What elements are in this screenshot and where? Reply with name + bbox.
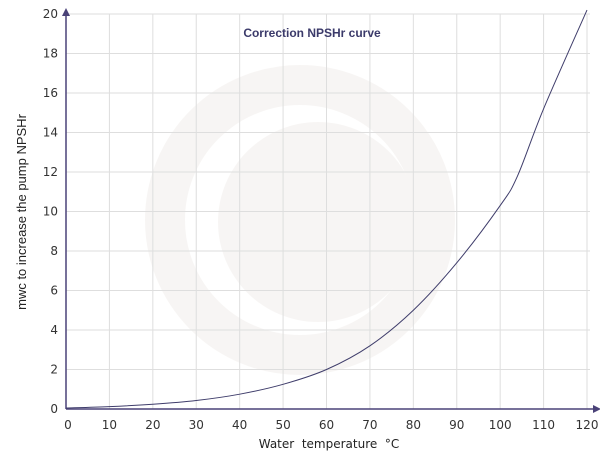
- x-tick-label: 100: [489, 418, 512, 432]
- x-axis-label: Water temperature °C: [259, 437, 400, 451]
- x-axis-arrow-icon: [593, 405, 600, 413]
- y-tick-label: 6: [50, 284, 58, 298]
- x-tick-label: 50: [275, 418, 290, 432]
- y-tick-label: 18: [43, 47, 58, 61]
- x-tick-label: 80: [406, 418, 421, 432]
- y-axis-label: mwc to increase the pump NPSHr: [14, 113, 29, 309]
- y-tick-label: 4: [50, 323, 58, 337]
- x-tick-label: 10: [102, 418, 117, 432]
- watermark-logo: [145, 65, 455, 375]
- x-tick-label: 0: [64, 418, 72, 432]
- x-tick-label: 70: [362, 418, 377, 432]
- y-tick-label: 2: [50, 363, 58, 377]
- x-tick-label: 30: [189, 418, 204, 432]
- chart-title: Correction NPSHr curve: [243, 26, 381, 40]
- npshr-curve-line: [65, 9, 588, 409]
- x-tick-label: 110: [532, 418, 555, 432]
- x-tick-label: 40: [232, 418, 247, 432]
- y-tick-label: 8: [50, 244, 58, 258]
- y-tick-label: 16: [43, 86, 58, 100]
- x-tick-label: 120: [576, 418, 599, 432]
- x-tick-label: 90: [449, 418, 464, 432]
- y-tick-label: 20: [43, 7, 58, 21]
- y-axis-arrow-icon: [62, 8, 70, 16]
- x-tick-label: 60: [319, 418, 334, 432]
- x-tick-label: 20: [145, 418, 160, 432]
- y-tick-label: 12: [43, 165, 58, 179]
- y-tick-label: 0: [50, 402, 58, 416]
- y-tick-label: 14: [43, 126, 58, 140]
- y-tick-label: 10: [43, 205, 58, 219]
